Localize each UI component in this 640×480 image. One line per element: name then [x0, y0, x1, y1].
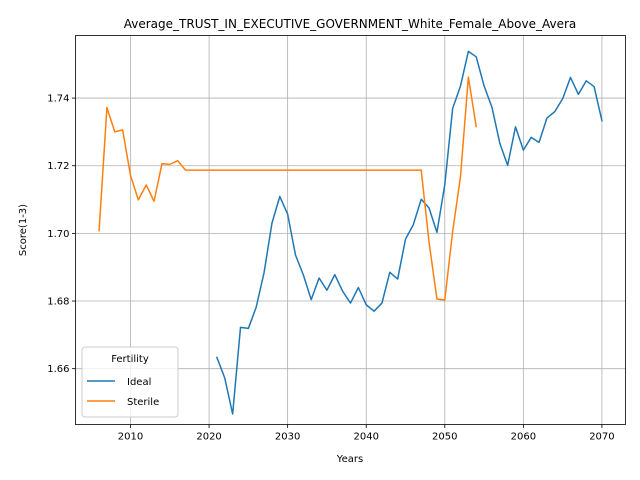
plot-frame	[75, 35, 626, 425]
x-tick-label: 2070	[589, 432, 614, 443]
series-line-ideal	[215, 50, 603, 415]
y-axis-ticks: 1.66 1.68 1.70 1.72 1.74	[47, 94, 76, 375]
series-lines	[98, 50, 603, 415]
legend: Fertility Ideal Sterile	[81, 346, 179, 418]
legend-title: Fertility	[111, 354, 149, 365]
x-axis-ticks: 2010 2020 2030 2040 2050 2060 2070	[118, 424, 615, 443]
x-tick-label: 2060	[511, 432, 536, 443]
y-tick-label: 1.72	[47, 161, 69, 172]
x-axis-label: Years	[336, 454, 363, 465]
y-tick-label: 1.68	[47, 297, 69, 308]
legend-label-ideal: Ideal	[127, 377, 151, 388]
chart-title: Average_TRUST_IN_EXECUTIVE_GOVERNMENT_Wh…	[124, 17, 577, 31]
y-tick-label: 1.70	[47, 229, 69, 240]
x-tick-label: 2020	[196, 432, 221, 443]
legend-entries: Ideal Sterile	[87, 377, 159, 408]
legend-box	[81, 346, 179, 418]
legend-label-sterile: Sterile	[127, 397, 159, 408]
y-tick-label: 1.66	[47, 364, 69, 375]
x-tick-label: 2030	[275, 432, 300, 443]
series-line-sterile	[98, 76, 478, 301]
y-axis-label: Score(1-3)	[18, 204, 29, 256]
x-tick-label: 2040	[353, 432, 378, 443]
x-tick-label: 2050	[432, 432, 457, 443]
x-tick-label: 2010	[118, 432, 143, 443]
y-tick-label: 1.74	[47, 94, 69, 105]
